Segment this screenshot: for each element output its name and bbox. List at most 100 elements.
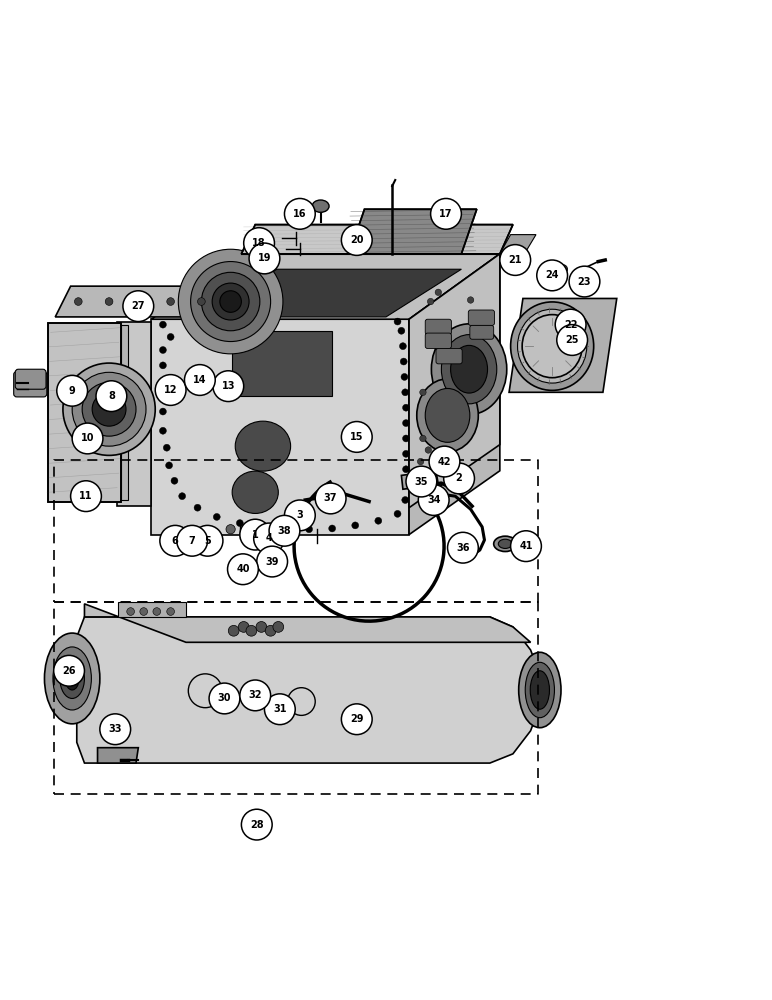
Circle shape <box>284 198 315 229</box>
Polygon shape <box>48 323 120 502</box>
Circle shape <box>555 309 586 340</box>
Ellipse shape <box>451 345 488 393</box>
Text: 2: 2 <box>455 473 462 483</box>
Text: 41: 41 <box>520 541 533 551</box>
Circle shape <box>402 450 409 457</box>
Circle shape <box>420 435 426 442</box>
Text: 36: 36 <box>456 543 469 553</box>
Ellipse shape <box>442 335 496 404</box>
Ellipse shape <box>53 647 91 710</box>
Text: 42: 42 <box>438 457 451 467</box>
Ellipse shape <box>312 200 329 212</box>
Text: 21: 21 <box>509 255 522 265</box>
Circle shape <box>257 546 287 577</box>
Text: 30: 30 <box>218 693 231 703</box>
Text: 8: 8 <box>108 391 115 401</box>
Circle shape <box>191 262 271 342</box>
Polygon shape <box>56 286 240 317</box>
Circle shape <box>120 489 126 495</box>
Text: 40: 40 <box>236 564 249 574</box>
Text: 29: 29 <box>350 714 364 724</box>
Circle shape <box>249 243 279 274</box>
Circle shape <box>201 272 260 331</box>
Circle shape <box>265 694 295 725</box>
Circle shape <box>242 809 273 840</box>
Circle shape <box>164 444 171 451</box>
Circle shape <box>400 358 407 365</box>
Circle shape <box>284 500 315 531</box>
Circle shape <box>259 523 266 530</box>
Polygon shape <box>201 269 462 317</box>
Circle shape <box>329 525 336 532</box>
Ellipse shape <box>232 471 279 513</box>
Circle shape <box>240 680 271 711</box>
Text: 11: 11 <box>80 491 93 501</box>
Circle shape <box>74 298 82 305</box>
Polygon shape <box>232 331 332 396</box>
Text: 32: 32 <box>249 690 262 700</box>
Ellipse shape <box>66 667 79 690</box>
Circle shape <box>273 622 283 632</box>
Ellipse shape <box>417 379 479 452</box>
Ellipse shape <box>517 309 587 383</box>
Circle shape <box>120 420 126 426</box>
Polygon shape <box>118 602 186 617</box>
Circle shape <box>213 371 244 402</box>
Circle shape <box>160 525 191 556</box>
Ellipse shape <box>493 536 516 552</box>
Circle shape <box>213 513 220 520</box>
Text: 33: 33 <box>109 724 122 734</box>
Circle shape <box>399 343 406 350</box>
Circle shape <box>72 423 103 454</box>
Circle shape <box>178 249 283 354</box>
Circle shape <box>100 714 130 745</box>
Circle shape <box>246 625 257 636</box>
Circle shape <box>341 422 372 452</box>
Circle shape <box>120 351 126 357</box>
Circle shape <box>418 485 449 515</box>
Circle shape <box>428 298 434 305</box>
Circle shape <box>120 332 126 338</box>
Circle shape <box>120 443 126 449</box>
Circle shape <box>166 462 172 469</box>
Text: 25: 25 <box>565 335 579 345</box>
Circle shape <box>167 608 174 615</box>
Circle shape <box>401 373 408 380</box>
FancyBboxPatch shape <box>425 333 452 348</box>
Circle shape <box>136 298 144 305</box>
Circle shape <box>406 466 437 497</box>
Circle shape <box>448 532 479 563</box>
Text: 27: 27 <box>131 301 145 311</box>
Circle shape <box>160 347 167 353</box>
Polygon shape <box>499 235 536 254</box>
Circle shape <box>178 493 185 500</box>
Circle shape <box>120 397 126 403</box>
Ellipse shape <box>525 662 554 718</box>
Circle shape <box>254 523 284 554</box>
Text: 39: 39 <box>266 557 279 567</box>
Circle shape <box>266 625 276 636</box>
Text: 14: 14 <box>193 375 207 385</box>
Polygon shape <box>349 209 477 254</box>
Circle shape <box>429 446 460 477</box>
Circle shape <box>244 228 275 258</box>
Polygon shape <box>409 254 499 508</box>
Text: 28: 28 <box>250 820 263 830</box>
Text: 15: 15 <box>350 432 364 442</box>
Ellipse shape <box>519 652 561 728</box>
Text: 12: 12 <box>164 385 178 395</box>
Circle shape <box>537 260 567 291</box>
Circle shape <box>160 362 167 369</box>
Text: 7: 7 <box>189 536 195 546</box>
Circle shape <box>212 283 249 320</box>
Circle shape <box>72 372 146 446</box>
Circle shape <box>153 608 161 615</box>
Ellipse shape <box>235 421 290 471</box>
Circle shape <box>183 526 192 535</box>
Text: 22: 22 <box>564 320 577 330</box>
Circle shape <box>510 531 541 562</box>
Circle shape <box>171 477 178 484</box>
Circle shape <box>375 517 382 524</box>
Circle shape <box>269 515 300 546</box>
Circle shape <box>418 458 424 465</box>
